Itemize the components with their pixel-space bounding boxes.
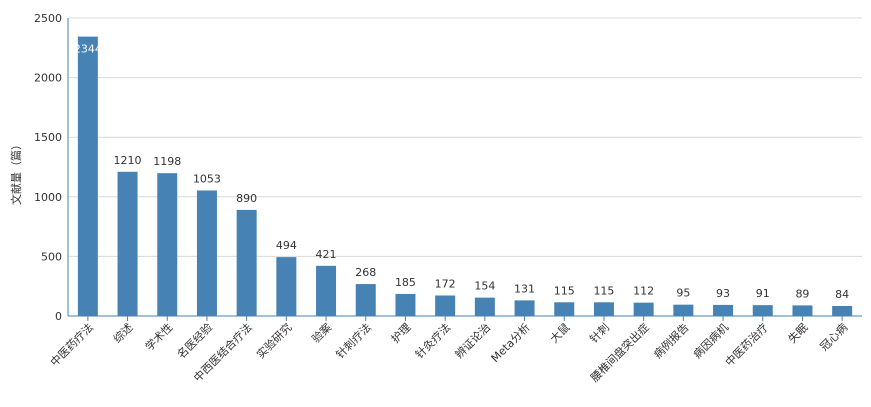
bars xyxy=(77,36,853,316)
x-tick-label: 中医药疗法 xyxy=(47,320,96,369)
x-tick-label: 综述 xyxy=(110,320,135,345)
y-axis-label: 文献量（篇） xyxy=(9,139,23,205)
data-label: 131 xyxy=(514,282,535,295)
data-label: 115 xyxy=(593,284,614,297)
data-label: 91 xyxy=(756,287,770,300)
bar xyxy=(554,302,575,316)
bar xyxy=(673,304,694,316)
x-tick-label: 病例报告 xyxy=(650,320,691,361)
bar xyxy=(316,265,337,316)
x-tick-label: 病因病机 xyxy=(690,320,731,361)
x-tick-label: 辨证论治 xyxy=(452,320,493,361)
bar xyxy=(752,305,773,316)
data-labels: 2344 1210 1198 1053 890 494 421 268 185 172 154 131… xyxy=(74,43,849,301)
bar xyxy=(395,293,416,316)
data-label: 154 xyxy=(474,280,495,293)
bar xyxy=(792,305,813,316)
x-tick-label: 学术性 xyxy=(142,320,175,353)
data-label: 185 xyxy=(395,276,416,289)
data-label: 268 xyxy=(355,266,376,279)
x-tick-label: 针刺 xyxy=(587,320,612,345)
bar xyxy=(435,295,456,316)
data-label: 1198 xyxy=(153,155,181,168)
bar xyxy=(117,171,138,316)
bar xyxy=(713,304,734,316)
bar xyxy=(832,305,853,316)
x-tick-label: Meta分析 xyxy=(488,320,533,365)
data-label: 494 xyxy=(276,239,297,252)
data-label: 2344 xyxy=(74,43,102,56)
data-label: 1053 xyxy=(193,172,221,185)
data-label: 115 xyxy=(554,284,575,297)
y-tick-label: 1000 xyxy=(34,191,62,204)
x-tick-label: 针灸疗法 xyxy=(412,320,453,361)
data-label: 172 xyxy=(435,277,456,290)
bar xyxy=(157,173,178,316)
bar xyxy=(593,302,614,316)
y-tick-label: 500 xyxy=(41,250,62,263)
bar xyxy=(474,297,495,316)
bar xyxy=(77,36,98,316)
x-tick-label: 中医药治疗 xyxy=(722,320,771,369)
bar xyxy=(633,302,654,316)
data-label: 1210 xyxy=(114,154,142,167)
x-tick-label: 针刺疗法 xyxy=(333,320,374,361)
bar xyxy=(236,209,257,316)
bar xyxy=(276,257,297,316)
data-label: 421 xyxy=(316,248,337,261)
data-label: 93 xyxy=(716,287,730,300)
data-label: 112 xyxy=(633,285,654,298)
y-tick-label: 1500 xyxy=(34,131,62,144)
x-tick-label: 失眠 xyxy=(786,321,811,346)
data-label: 89 xyxy=(795,287,809,300)
x-tick-label: 实验研究 xyxy=(253,320,294,361)
gridlines xyxy=(68,17,862,257)
y-tick-label: 2500 xyxy=(34,12,62,25)
x-tick-label: 大鼠 xyxy=(547,320,572,345)
x-tick-label: 名医经验 xyxy=(174,320,215,361)
data-label: 95 xyxy=(676,287,690,300)
data-label: 84 xyxy=(835,288,849,301)
y-axis: 0 500 1000 1500 2000 2500 xyxy=(34,12,69,323)
bar xyxy=(196,190,217,316)
x-tick-label: 冠心病 xyxy=(817,320,850,353)
x-tick-label: 验案 xyxy=(309,320,334,345)
x-tick-label: 护理 xyxy=(388,320,413,345)
y-tick-label: 2000 xyxy=(34,72,62,85)
bar xyxy=(355,284,376,316)
data-label: 890 xyxy=(236,192,257,205)
y-tick-label: 0 xyxy=(55,310,62,323)
bar xyxy=(514,300,535,316)
